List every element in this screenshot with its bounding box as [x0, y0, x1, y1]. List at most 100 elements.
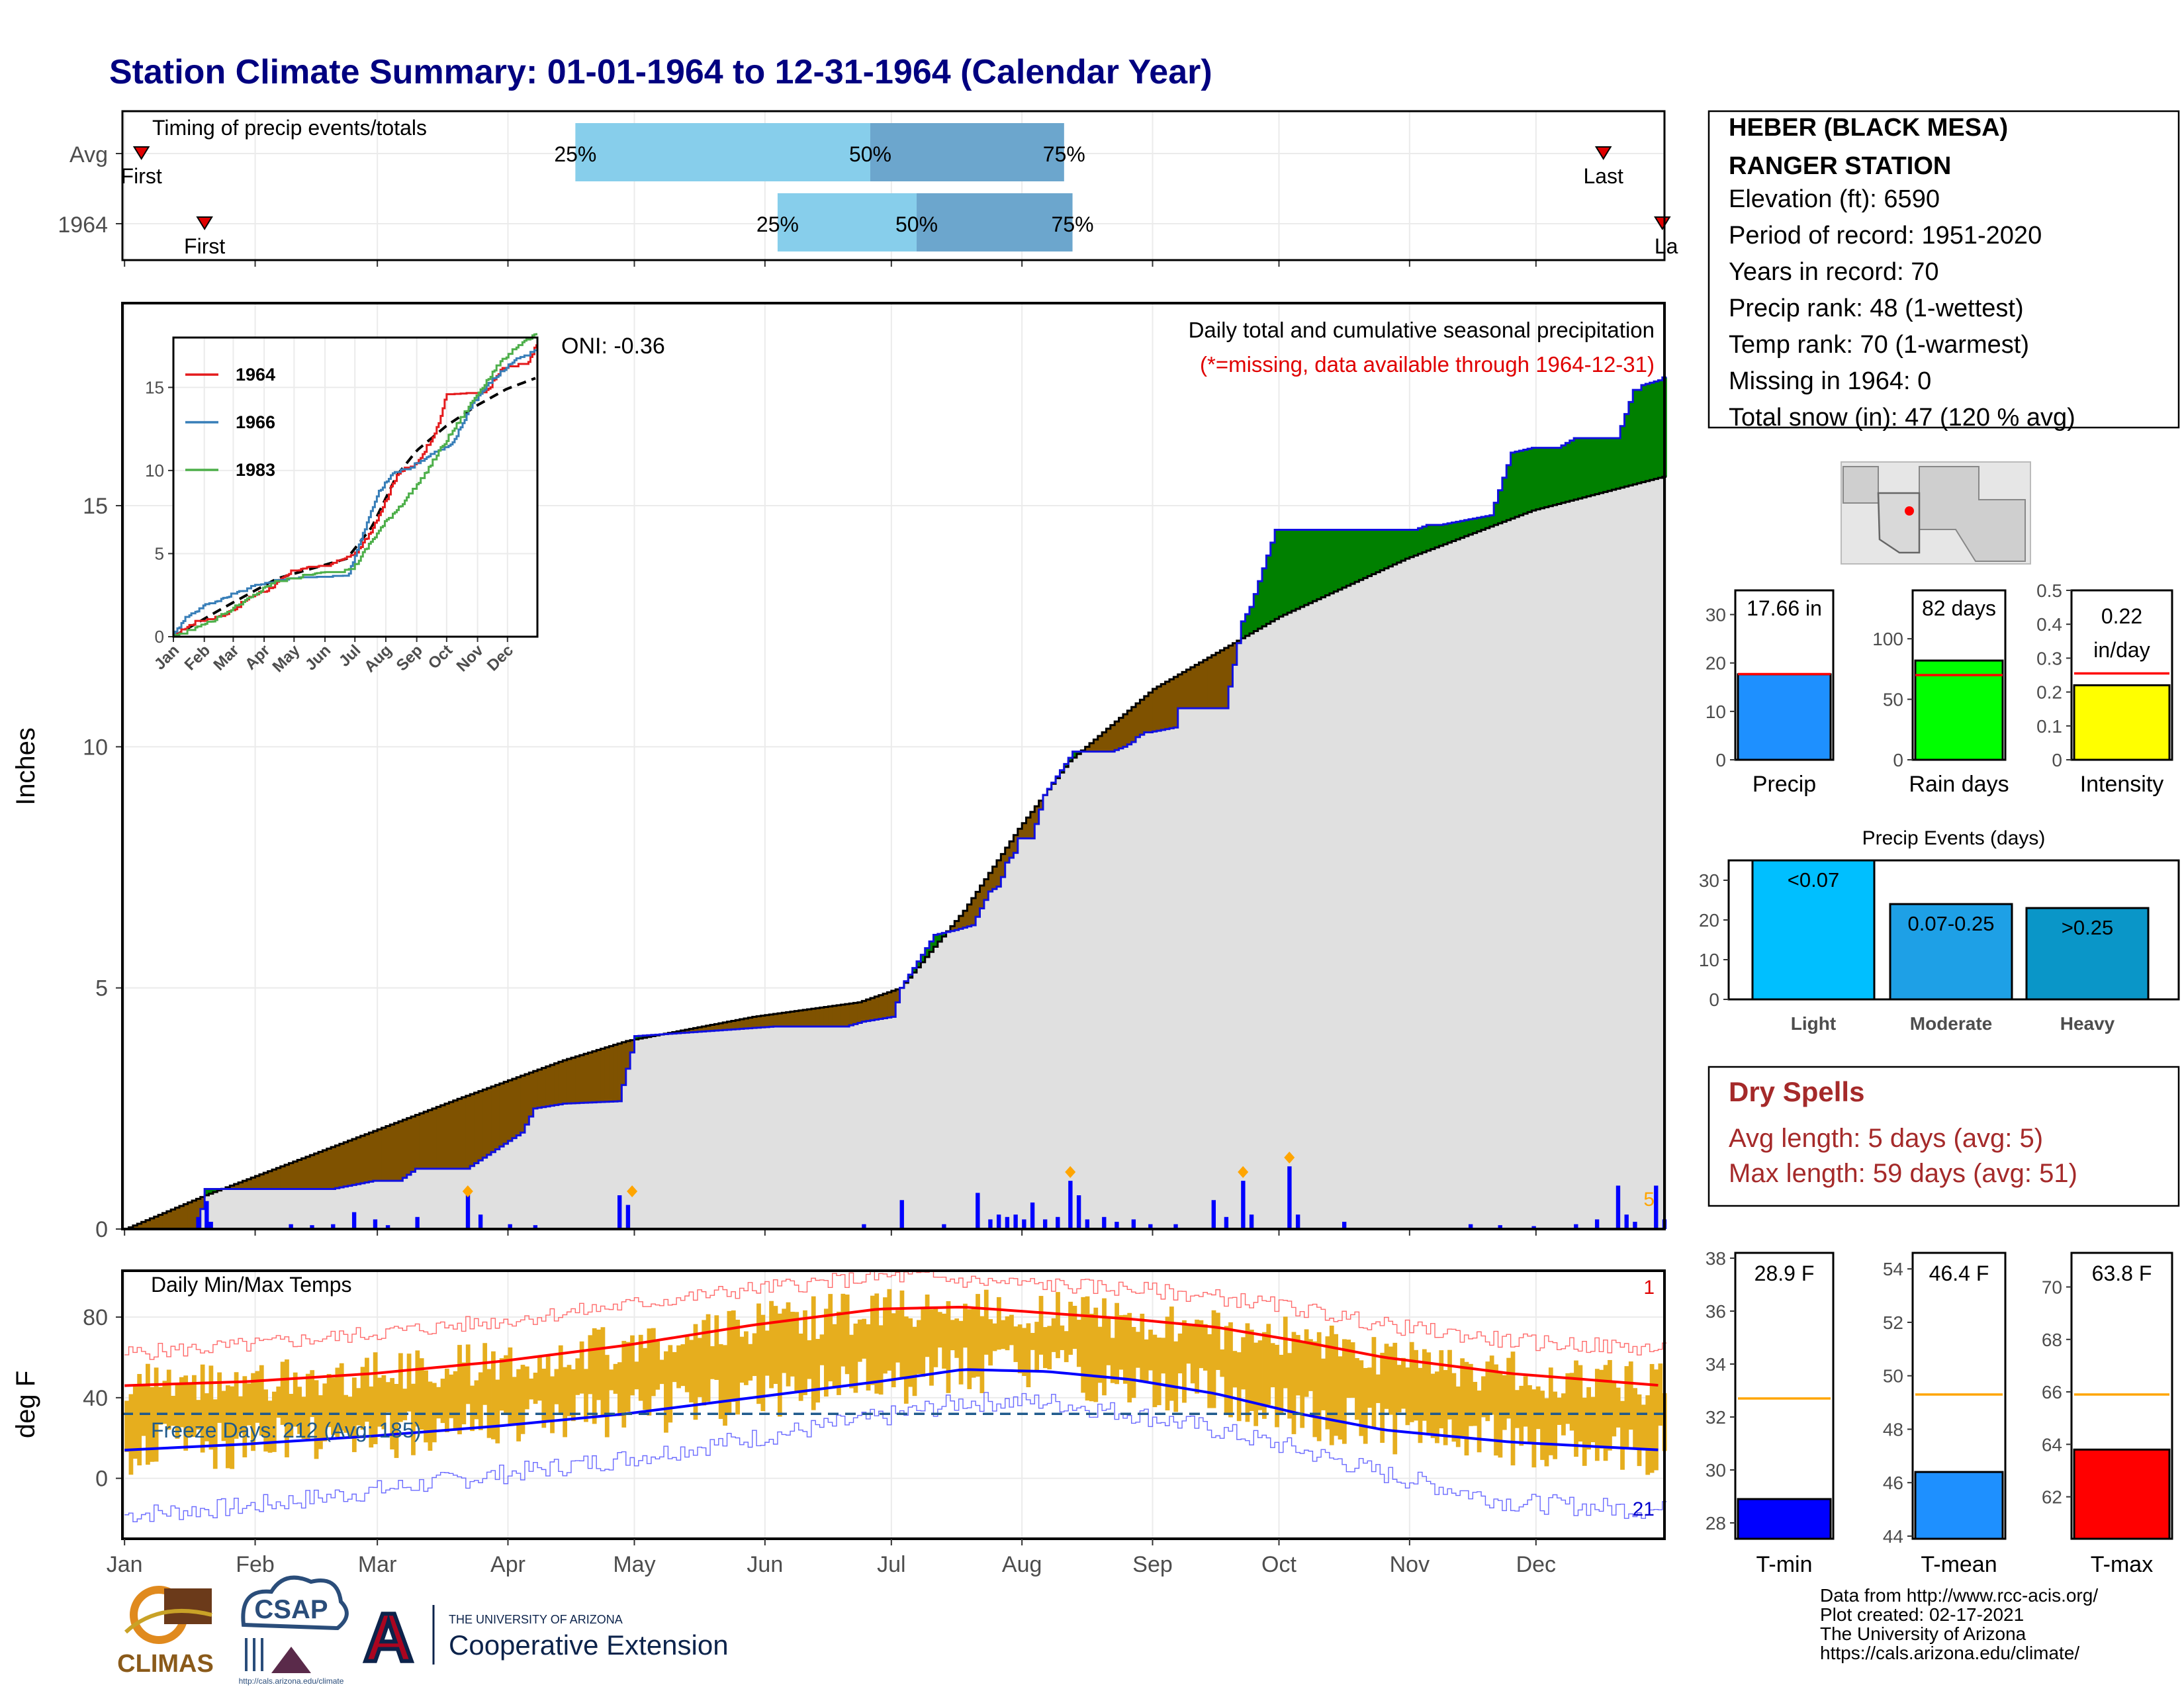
precip-ytick-label: 5: [95, 976, 108, 1001]
deficit-column: [398, 1121, 403, 1181]
deficit-column: [1199, 662, 1204, 709]
surplus-column: [1654, 381, 1659, 479]
daily-temp-bar: [1355, 1357, 1359, 1420]
deficit-column: [954, 921, 960, 931]
daily-precip-bar: [1287, 1166, 1292, 1229]
deficit-column: [828, 1006, 833, 1027]
deficit-column: [271, 1169, 277, 1189]
daily-temp-bar: [592, 1328, 597, 1424]
daily-temp-bar: [693, 1324, 698, 1420]
deficit-column: [1030, 811, 1035, 839]
daily-temp-bar: [406, 1353, 412, 1412]
tbar-ytick-label: 64: [2042, 1434, 2062, 1455]
daily-temp-bar: [1236, 1352, 1242, 1422]
daily-precip-bar: [996, 1214, 1001, 1229]
tbar-ytick-label: 66: [2042, 1382, 2062, 1402]
deficit-column: [976, 891, 981, 917]
daily-temp-bar: [954, 1318, 960, 1358]
daily-temp-bar: [1586, 1387, 1591, 1450]
daily-temp-bar: [1489, 1355, 1494, 1415]
deficit-column: [1156, 686, 1161, 731]
daily-temp-bar: [823, 1308, 829, 1397]
daily-temp-bar: [385, 1382, 390, 1413]
tbar-ytick-label: 36: [1706, 1301, 1726, 1322]
surplus-column: [1312, 529, 1318, 602]
daily-temp-bar: [1510, 1351, 1516, 1466]
daily-temp-bar: [293, 1372, 298, 1427]
station-name-line2: RANGER STATION: [1729, 152, 1951, 180]
surplus-column: [925, 948, 930, 958]
deficit-column: [705, 1025, 711, 1032]
deficit-column: [263, 1172, 269, 1189]
daily-temp-bar: [1468, 1363, 1473, 1426]
daily-temp-bar: [1590, 1396, 1596, 1443]
daily-temp-bar: [651, 1328, 656, 1396]
daily-temp-bar: [550, 1376, 555, 1434]
daily-temp-bar: [259, 1365, 264, 1436]
deficit-column: [1115, 721, 1120, 751]
surplus-column: [1599, 438, 1604, 493]
surplus-column: [1430, 525, 1435, 549]
deficit-column: [748, 1017, 753, 1028]
deficit-column: [524, 1074, 529, 1125]
events-ytick-label: 10: [1699, 950, 1719, 970]
deficit-column: [558, 1062, 563, 1105]
surplus-column: [1494, 502, 1499, 526]
daily-temp-bar: [600, 1327, 606, 1417]
deficit-column: [234, 1183, 239, 1189]
daily-temp-bar: [1447, 1349, 1452, 1420]
daily-temp-bar: [976, 1294, 980, 1377]
ua-big-text: Cooperative Extension: [449, 1629, 729, 1661]
surplus-column: [1628, 402, 1633, 486]
deficit-column: [1228, 645, 1234, 687]
daily-temp-bar: [1334, 1334, 1339, 1436]
daily-temp-bar: [1257, 1340, 1263, 1410]
daily-temp-bar: [1195, 1319, 1199, 1394]
timing-pct-label: 50%: [895, 212, 938, 236]
temp-panel: 0 40 80 Daily Min/Max Temps Freeze Days: 212…: [11, 1269, 1667, 1577]
deficit-column: [259, 1174, 264, 1189]
daily-precip-bar: [899, 1200, 904, 1229]
daily-temp-bar: [285, 1359, 289, 1457]
summary-value-label: 82 days: [1922, 596, 1996, 620]
daily-temp-bar: [297, 1387, 302, 1434]
daily-temp-bar: [735, 1320, 741, 1415]
summary-bar: [1737, 673, 1832, 761]
month-label: Feb: [236, 1552, 275, 1577]
daily-temp-bar: [705, 1314, 711, 1402]
deficit-column: [301, 1158, 306, 1189]
events-bar: [1889, 903, 2013, 1001]
daily-temp-bar: [878, 1325, 884, 1395]
surplus-column: [1304, 529, 1309, 606]
daily-temp-bar: [1561, 1393, 1566, 1436]
deficit-column: [440, 1105, 445, 1169]
surplus-column: [1624, 414, 1629, 487]
daily-temp-bar: [1565, 1373, 1570, 1424]
surplus-column: [1422, 526, 1427, 553]
deficit-column: [714, 1024, 719, 1031]
daily-temp-bar: [440, 1379, 445, 1424]
daily-temp-bar: [853, 1323, 858, 1393]
temp-corner-top: 1: [1643, 1277, 1655, 1299]
daily-temp-bar: [1443, 1370, 1448, 1445]
daily-temp-bar: [1401, 1357, 1406, 1409]
summary-bar: [2073, 684, 2171, 761]
daily-temp-bar: [1439, 1350, 1444, 1429]
daily-precip-bar: [862, 1224, 866, 1229]
daily-temp-bar: [1110, 1338, 1115, 1383]
daily-temp-bar: [301, 1396, 306, 1440]
footer-line: Data from http://www.rcc-acis.org/: [1820, 1585, 2098, 1606]
summary-ytick-label: 10: [1706, 702, 1726, 722]
daily-temp-bar: [1295, 1335, 1300, 1396]
daily-temp-bar: [377, 1377, 382, 1427]
deficit-column: [575, 1056, 580, 1103]
deficit-column: [192, 1201, 197, 1229]
daily-temp-bar: [887, 1289, 892, 1371]
deficit-column: [971, 898, 976, 925]
daily-temp-bar: [1392, 1342, 1398, 1455]
daily-temp-bar: [508, 1347, 513, 1424]
daily-precip-bar: [415, 1216, 420, 1229]
surplus-column: [1426, 525, 1432, 551]
summary-ytick-label: 30: [1706, 605, 1726, 625]
surplus-column: [1460, 521, 1465, 538]
